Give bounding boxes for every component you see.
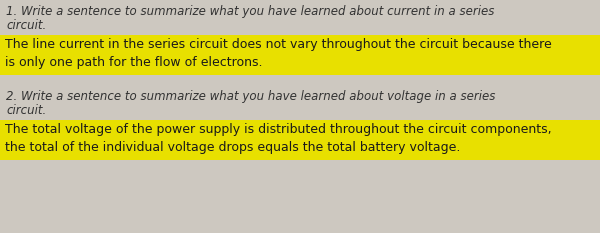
Text: The total voltage of the power supply is distributed throughout the circuit comp: The total voltage of the power supply is… <box>5 123 551 136</box>
Bar <box>0 120 600 160</box>
Text: the total of the individual voltage drops equals the total battery voltage.: the total of the individual voltage drop… <box>5 141 460 154</box>
Text: circuit.: circuit. <box>6 104 46 117</box>
Text: circuit.: circuit. <box>6 19 46 32</box>
Text: 1. Write a sentence to summarize what you have learned about current in a series: 1. Write a sentence to summarize what yo… <box>6 5 494 18</box>
Text: is only one path for the flow of electrons.: is only one path for the flow of electro… <box>5 56 263 69</box>
Bar <box>0 35 600 75</box>
Text: 2. Write a sentence to summarize what you have learned about voltage in a series: 2. Write a sentence to summarize what yo… <box>6 90 496 103</box>
Text: The line current in the series circuit does not vary throughout the circuit beca: The line current in the series circuit d… <box>5 38 552 51</box>
